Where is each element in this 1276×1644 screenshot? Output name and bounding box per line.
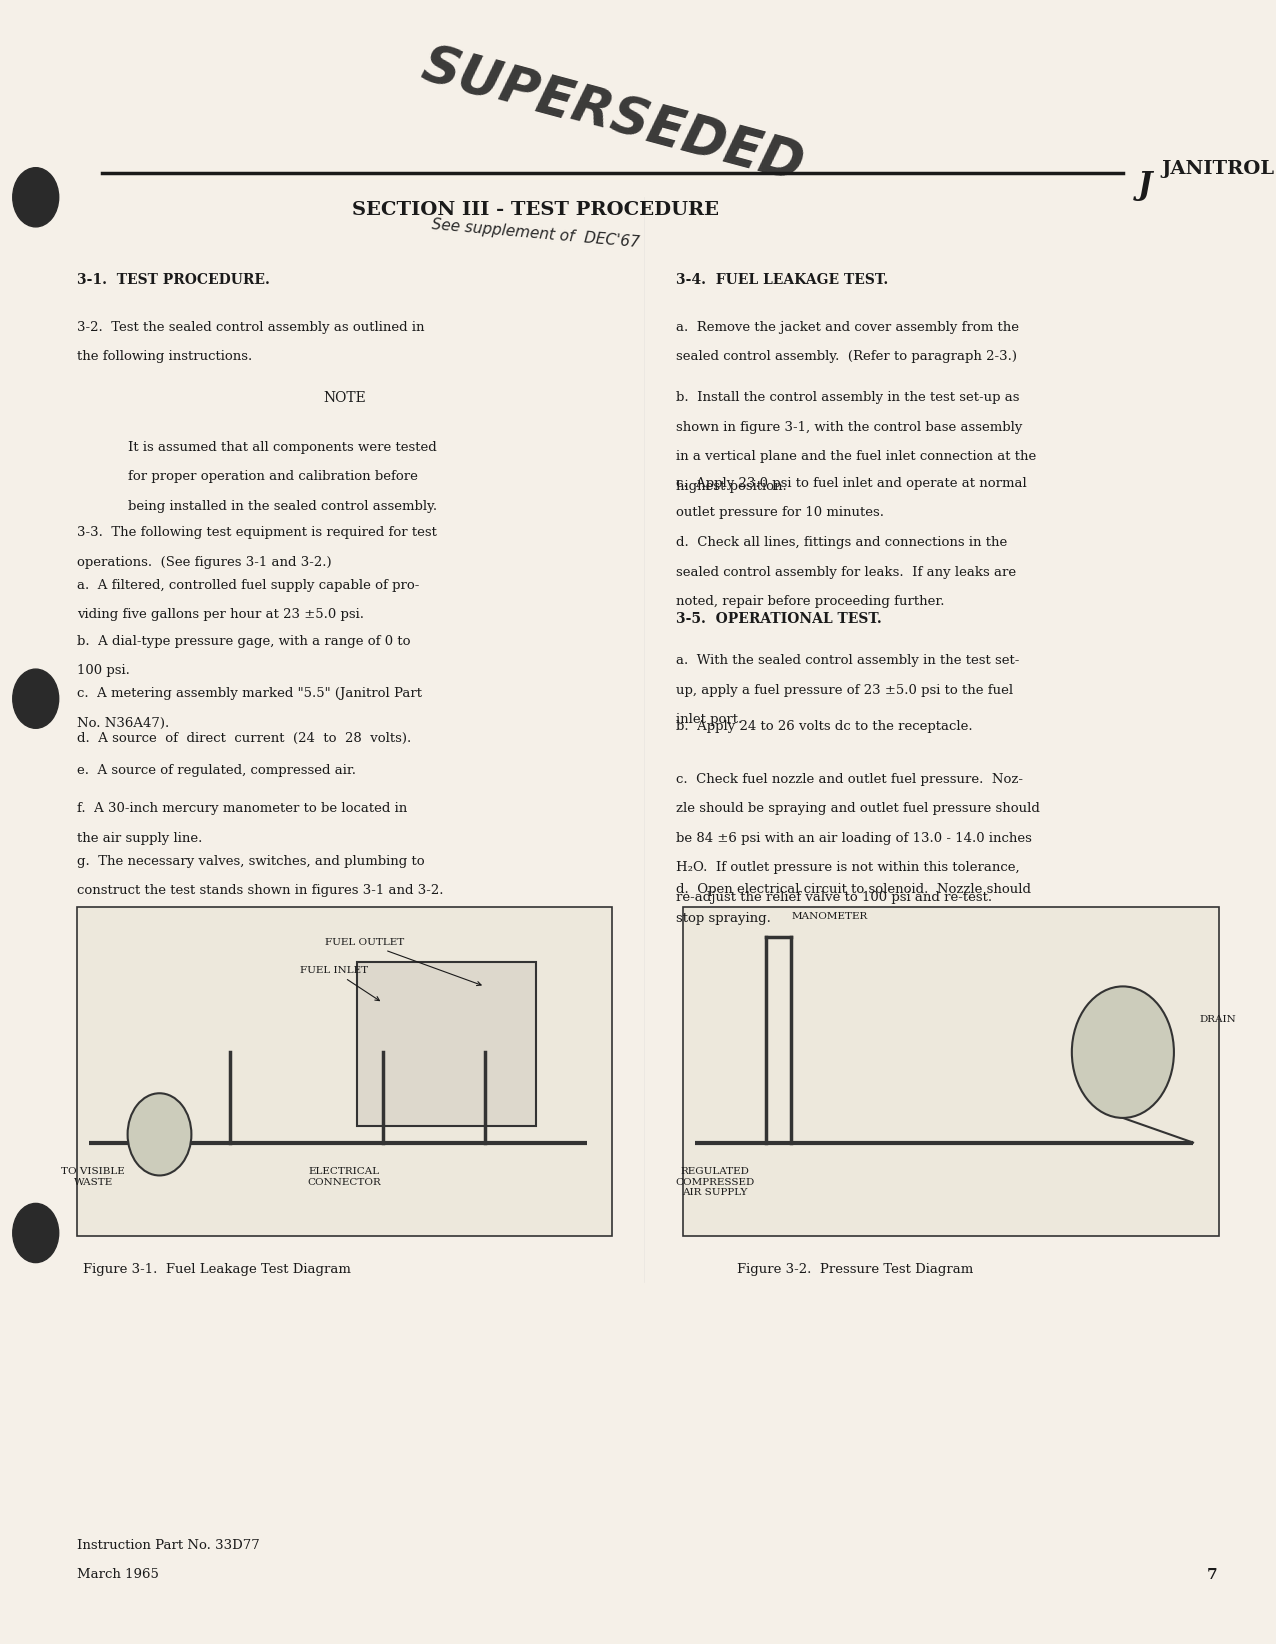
Text: for proper operation and calibration before: for proper operation and calibration bef… <box>128 470 417 483</box>
Circle shape <box>13 669 59 728</box>
Text: c.  Check fuel nozzle and outlet fuel pressure.  Noz-: c. Check fuel nozzle and outlet fuel pre… <box>676 773 1023 786</box>
Text: b.  A dial-type pressure gage, with a range of 0 to: b. A dial-type pressure gage, with a ran… <box>77 635 410 648</box>
Text: 3-2.  Test the sealed control assembly as outlined in: 3-2. Test the sealed control assembly as… <box>77 321 424 334</box>
Text: f.  A 30-inch mercury manometer to be located in: f. A 30-inch mercury manometer to be loc… <box>77 802 407 815</box>
Text: stop spraying.: stop spraying. <box>676 912 771 926</box>
Text: zle should be spraying and outlet fuel pressure should: zle should be spraying and outlet fuel p… <box>676 802 1040 815</box>
Circle shape <box>1072 986 1174 1118</box>
FancyBboxPatch shape <box>683 907 1219 1236</box>
Text: SECTION III - TEST PROCEDURE: SECTION III - TEST PROCEDURE <box>352 202 720 219</box>
Text: in a vertical plane and the fuel inlet connection at the: in a vertical plane and the fuel inlet c… <box>676 450 1036 464</box>
Text: March 1965: March 1965 <box>77 1568 158 1582</box>
Text: d.  Check all lines, fittings and connections in the: d. Check all lines, fittings and connect… <box>676 536 1008 549</box>
FancyBboxPatch shape <box>357 962 536 1126</box>
Text: It is assumed that all components were tested: It is assumed that all components were t… <box>128 441 436 454</box>
Text: viding five gallons per hour at 23 ±5.0 psi.: viding five gallons per hour at 23 ±5.0 … <box>77 608 364 621</box>
Text: a.  A filtered, controlled fuel supply capable of pro-: a. A filtered, controlled fuel supply ca… <box>77 579 419 592</box>
Text: sealed control assembly for leaks.  If any leaks are: sealed control assembly for leaks. If an… <box>676 566 1017 579</box>
Text: a.  With the sealed control assembly in the test set-: a. With the sealed control assembly in t… <box>676 654 1020 667</box>
Text: 100 psi.: 100 psi. <box>77 664 129 677</box>
Text: TO VISIBLE
WASTE: TO VISIBLE WASTE <box>61 1167 125 1187</box>
Text: the air supply line.: the air supply line. <box>77 832 202 845</box>
Text: re-adjust the relief valve to 100 psi and re-test.: re-adjust the relief valve to 100 psi an… <box>676 891 993 904</box>
Text: up, apply a fuel pressure of 23 ±5.0 psi to the fuel: up, apply a fuel pressure of 23 ±5.0 psi… <box>676 684 1013 697</box>
Text: inlet port.: inlet port. <box>676 713 743 727</box>
Text: 3-5.  OPERATIONAL TEST.: 3-5. OPERATIONAL TEST. <box>676 612 882 626</box>
Text: c.  Apply 23.0 psi to fuel inlet and operate at normal: c. Apply 23.0 psi to fuel inlet and oper… <box>676 477 1027 490</box>
Text: outlet pressure for 10 minutes.: outlet pressure for 10 minutes. <box>676 506 884 520</box>
Text: JANITROL: JANITROL <box>1161 161 1275 178</box>
Text: Figure 3-1.  Fuel Leakage Test Diagram: Figure 3-1. Fuel Leakage Test Diagram <box>83 1263 351 1276</box>
FancyBboxPatch shape <box>77 907 612 1236</box>
Text: e.  A source of regulated, compressed air.: e. A source of regulated, compressed air… <box>77 764 356 778</box>
Text: FUEL OUTLET: FUEL OUTLET <box>325 939 481 985</box>
Text: See supplement of  DEC'67: See supplement of DEC'67 <box>431 217 641 250</box>
Text: g.  The necessary valves, switches, and plumbing to: g. The necessary valves, switches, and p… <box>77 855 424 868</box>
Text: shown in figure 3-1, with the control base assembly: shown in figure 3-1, with the control ba… <box>676 421 1022 434</box>
Text: REGULATED
COMPRESSED
AIR SUPPLY: REGULATED COMPRESSED AIR SUPPLY <box>675 1167 754 1197</box>
Text: b.  Apply 24 to 26 volts dc to the receptacle.: b. Apply 24 to 26 volts dc to the recept… <box>676 720 972 733</box>
Circle shape <box>13 1203 59 1263</box>
Circle shape <box>13 168 59 227</box>
Text: Instruction Part No. 33D77: Instruction Part No. 33D77 <box>77 1539 259 1552</box>
Text: d.  A source  of  direct  current  (24  to  28  volts).: d. A source of direct current (24 to 28 … <box>77 732 411 745</box>
Text: J: J <box>1138 171 1152 201</box>
Text: operations.  (See figures 3-1 and 3-2.): operations. (See figures 3-1 and 3-2.) <box>77 556 332 569</box>
Text: a.  Remove the jacket and cover assembly from the: a. Remove the jacket and cover assembly … <box>676 321 1020 334</box>
Text: H₂O.  If outlet pressure is not within this tolerance,: H₂O. If outlet pressure is not within th… <box>676 861 1020 875</box>
Text: being installed in the sealed control assembly.: being installed in the sealed control as… <box>128 500 436 513</box>
Text: construct the test stands shown in figures 3-1 and 3-2.: construct the test stands shown in figur… <box>77 884 443 898</box>
Text: the following instructions.: the following instructions. <box>77 350 251 363</box>
Text: NOTE: NOTE <box>323 391 366 406</box>
Text: d.  Open electrical circuit to solenoid.  Nozzle should: d. Open electrical circuit to solenoid. … <box>676 883 1031 896</box>
Text: Figure 3-2.  Pressure Test Diagram: Figure 3-2. Pressure Test Diagram <box>736 1263 974 1276</box>
Text: highest position.: highest position. <box>676 480 787 493</box>
Text: b.  Install the control assembly in the test set-up as: b. Install the control assembly in the t… <box>676 391 1020 404</box>
Text: noted, repair before proceeding further.: noted, repair before proceeding further. <box>676 595 944 608</box>
Text: ELECTRICAL
CONNECTOR: ELECTRICAL CONNECTOR <box>308 1167 382 1187</box>
Text: 3-3.  The following test equipment is required for test: 3-3. The following test equipment is req… <box>77 526 436 539</box>
Text: c.  A metering assembly marked "5.5" (Janitrol Part: c. A metering assembly marked "5.5" (Jan… <box>77 687 421 700</box>
Circle shape <box>128 1093 191 1175</box>
Text: 3-1.  TEST PROCEDURE.: 3-1. TEST PROCEDURE. <box>77 273 269 288</box>
Text: 7: 7 <box>1207 1568 1217 1582</box>
Text: be 84 ±6 psi with an air loading of 13.0 - 14.0 inches: be 84 ±6 psi with an air loading of 13.0… <box>676 832 1032 845</box>
Text: sealed control assembly.  (Refer to paragraph 2-3.): sealed control assembly. (Refer to parag… <box>676 350 1017 363</box>
Text: FUEL INLET: FUEL INLET <box>300 967 379 1001</box>
Text: No. N36A47).: No. N36A47). <box>77 717 168 730</box>
Text: DRAIN: DRAIN <box>1199 1014 1236 1024</box>
Text: MANOMETER: MANOMETER <box>791 912 868 921</box>
Text: 3-4.  FUEL LEAKAGE TEST.: 3-4. FUEL LEAKAGE TEST. <box>676 273 888 288</box>
Text: SUPERSEDED: SUPERSEDED <box>416 39 809 191</box>
